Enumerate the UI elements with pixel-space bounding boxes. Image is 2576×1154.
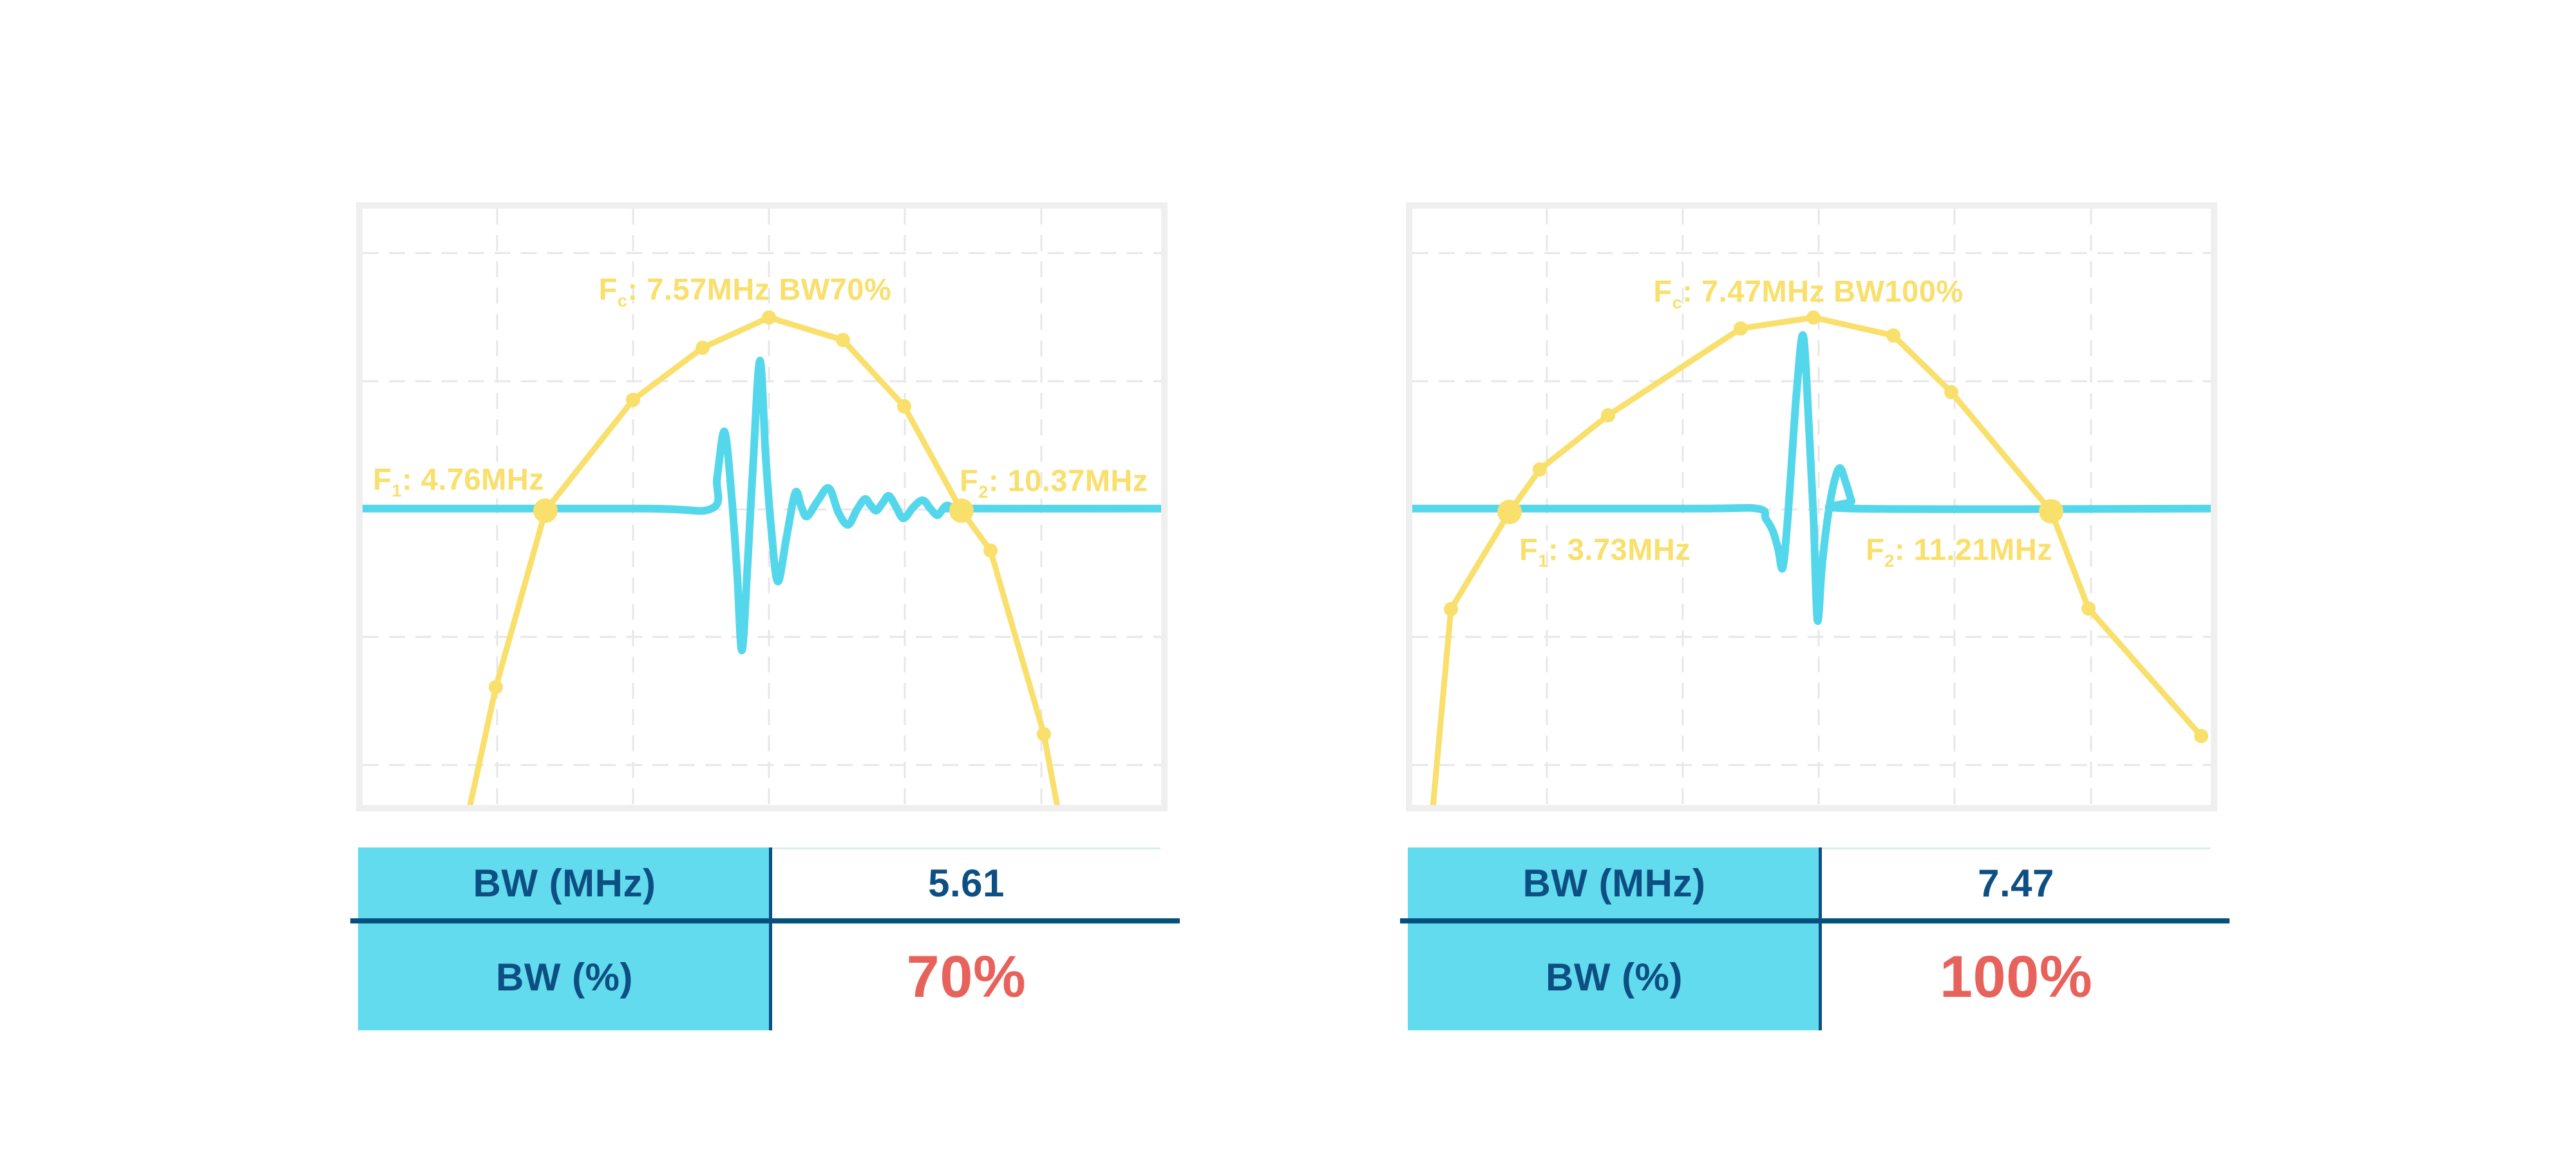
f1-label-symbol: F <box>373 462 392 497</box>
bw-mhz-value: 7.47 <box>1978 861 2054 905</box>
frequency-bound-marker <box>949 498 974 523</box>
f2-label-text: : 11.21MHz <box>1894 532 2053 567</box>
data-point-marker <box>1944 384 1959 400</box>
fc-label-symbol: F <box>1653 274 1672 308</box>
f1-label: F1: 4.76MHz <box>373 462 545 500</box>
fc-label-subscript: c <box>1672 292 1683 312</box>
bw-mhz-value: 5.61 <box>928 861 1005 905</box>
pulse-waveform <box>363 356 1161 654</box>
data-point-marker <box>1886 328 1901 343</box>
data-point-marker <box>1036 726 1052 742</box>
data-point-marker <box>983 543 998 558</box>
fc-label-text: : 7.57MHz BW70% <box>627 272 892 307</box>
table-row-divider <box>1400 918 2230 923</box>
data-point-marker <box>2193 728 2209 743</box>
table-column-divider <box>769 847 772 1030</box>
spectrum-plot-bw100: Fc: 7.47MHz BW100% F1: 3.73MHz F2: 11.21… <box>1406 202 2217 811</box>
bw-percent-value: 70% <box>906 943 1027 1010</box>
f2-label-subscript: 2 <box>1884 550 1895 571</box>
bw-mhz-label: BW (MHz) <box>473 861 656 905</box>
data-point-marker <box>1806 310 1821 325</box>
bw-percent-value: 100% <box>1939 943 2093 1010</box>
data-point-marker <box>896 399 912 414</box>
data-point-marker <box>835 332 851 348</box>
pulse-waveform <box>1412 331 2211 625</box>
f1-label: F1: 3.73MHz <box>1519 532 1691 570</box>
fc-label-symbol: F <box>598 272 618 307</box>
f2-label-subscript: 2 <box>978 481 989 502</box>
data-point-marker <box>625 392 641 408</box>
bw-percent-label: BW (%) <box>1546 955 1683 999</box>
f2-label: F2: 10.37MHz <box>960 463 1148 500</box>
fc-label-subscript: c <box>617 290 628 310</box>
data-point-marker <box>1443 601 1459 617</box>
bw-mhz-label: BW (MHz) <box>1522 861 1706 905</box>
frequency-bound-marker <box>1497 499 1522 524</box>
f2-label: F2: 11.21MHz <box>1865 532 2053 570</box>
spectrum-plot-bw100-canvas <box>1412 209 2211 805</box>
f2-label-symbol: F <box>1865 532 1885 567</box>
frequency-bound-marker <box>2039 498 2063 524</box>
f2-label-text: : 10.37MHz <box>988 463 1148 498</box>
spectrum-curve <box>467 314 1061 805</box>
bw-table-bw100: BW (MHz) 7.47 BW (%) 100% <box>1400 847 2230 1030</box>
f1-label-subscript: 1 <box>1538 550 1549 571</box>
table-column-divider <box>1819 847 1822 1030</box>
f1-label-text: : 3.73MHz <box>1548 532 1691 567</box>
data-point-marker <box>695 341 710 355</box>
data-point-marker <box>2081 601 2096 616</box>
f1-label-subscript: 1 <box>392 480 402 500</box>
frequency-bound-marker <box>533 498 558 523</box>
spectrum-plot-bw70-canvas <box>363 209 1161 805</box>
data-point-marker <box>1601 408 1616 422</box>
f1-label-symbol: F <box>1519 532 1539 567</box>
table-header-column <box>358 847 771 1030</box>
bw-percent-label: BW (%) <box>496 955 633 999</box>
table-top-border <box>771 847 1160 849</box>
table-header-column <box>1408 847 1821 1030</box>
fc-label: Fc: 7.57MHz BW70% <box>598 272 892 310</box>
spectrum-plot-bw70: Fc: 7.57MHz BW70% F1: 4.76MHz F2: 10.37M… <box>356 202 1168 811</box>
data-point-marker <box>762 310 777 325</box>
fc-label: Fc: 7.47MHz BW100% <box>1653 274 1964 311</box>
f1-label-text: : 4.76MHz <box>401 462 545 497</box>
bw-table-bw70: BW (MHz) 5.61 BW (%) 70% <box>350 847 1180 1030</box>
table-row-divider <box>350 918 1180 923</box>
f2-label-symbol: F <box>960 463 979 498</box>
spectrum-curve <box>1430 314 2204 805</box>
data-point-marker <box>1733 321 1748 336</box>
fc-label-text: : 7.47MHz BW100% <box>1682 274 1964 308</box>
data-point-marker <box>488 679 503 695</box>
data-point-marker <box>1532 462 1548 477</box>
table-top-border <box>1821 847 2210 849</box>
